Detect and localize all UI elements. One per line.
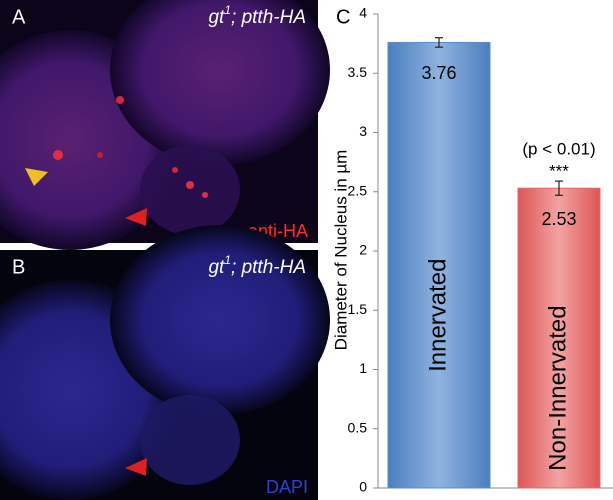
bar <box>517 187 601 489</box>
genotype: gt1; ptth-HA <box>208 3 306 28</box>
y-tick-label: 3 <box>359 123 367 139</box>
panel-letter: A <box>12 6 26 28</box>
y-tick-label: 2 <box>359 242 367 258</box>
y-tick-label: 0.5 <box>348 419 368 435</box>
y-tick-label: 1 <box>359 360 367 376</box>
genotype-rest: ; ptth-HA <box>231 257 306 278</box>
error-bar <box>435 37 443 48</box>
allele: 1 <box>224 3 231 17</box>
value-label: 2.53 <box>541 209 576 229</box>
micrograph-b: B gt1; ptth-HA DAPI <box>0 225 330 500</box>
y-axis-label: Diameter of Nucleus in µm <box>331 150 350 351</box>
value-label: 3.76 <box>421 63 456 83</box>
allele: 1 <box>224 253 231 267</box>
y-tick-label: 1.5 <box>348 301 368 317</box>
gene: gt <box>208 257 225 278</box>
significance: *** <box>549 161 569 180</box>
y-tick-label: 0 <box>359 479 367 495</box>
y-tick-label: 2.5 <box>348 182 368 198</box>
gene: gt <box>208 7 225 28</box>
genotype-rest: ; ptth-HA <box>231 7 306 28</box>
bar <box>387 41 491 489</box>
micrograph-a: A gt1; ptth-HA anti-HA <box>0 0 330 250</box>
genotype: gt1; ptth-HA <box>208 253 306 278</box>
error-bar <box>555 180 563 196</box>
annotation: (p < 0.01) <box>522 139 595 158</box>
y-tick-label: 3.5 <box>348 64 368 80</box>
category-label: Innervated <box>424 259 451 372</box>
y-tick-label: 4 <box>359 5 367 21</box>
panel-letter: B <box>12 256 25 278</box>
category-label: Non-Innervated <box>544 305 571 470</box>
panel-letter: C <box>336 6 350 28</box>
stain-label: DAPI <box>266 477 308 497</box>
